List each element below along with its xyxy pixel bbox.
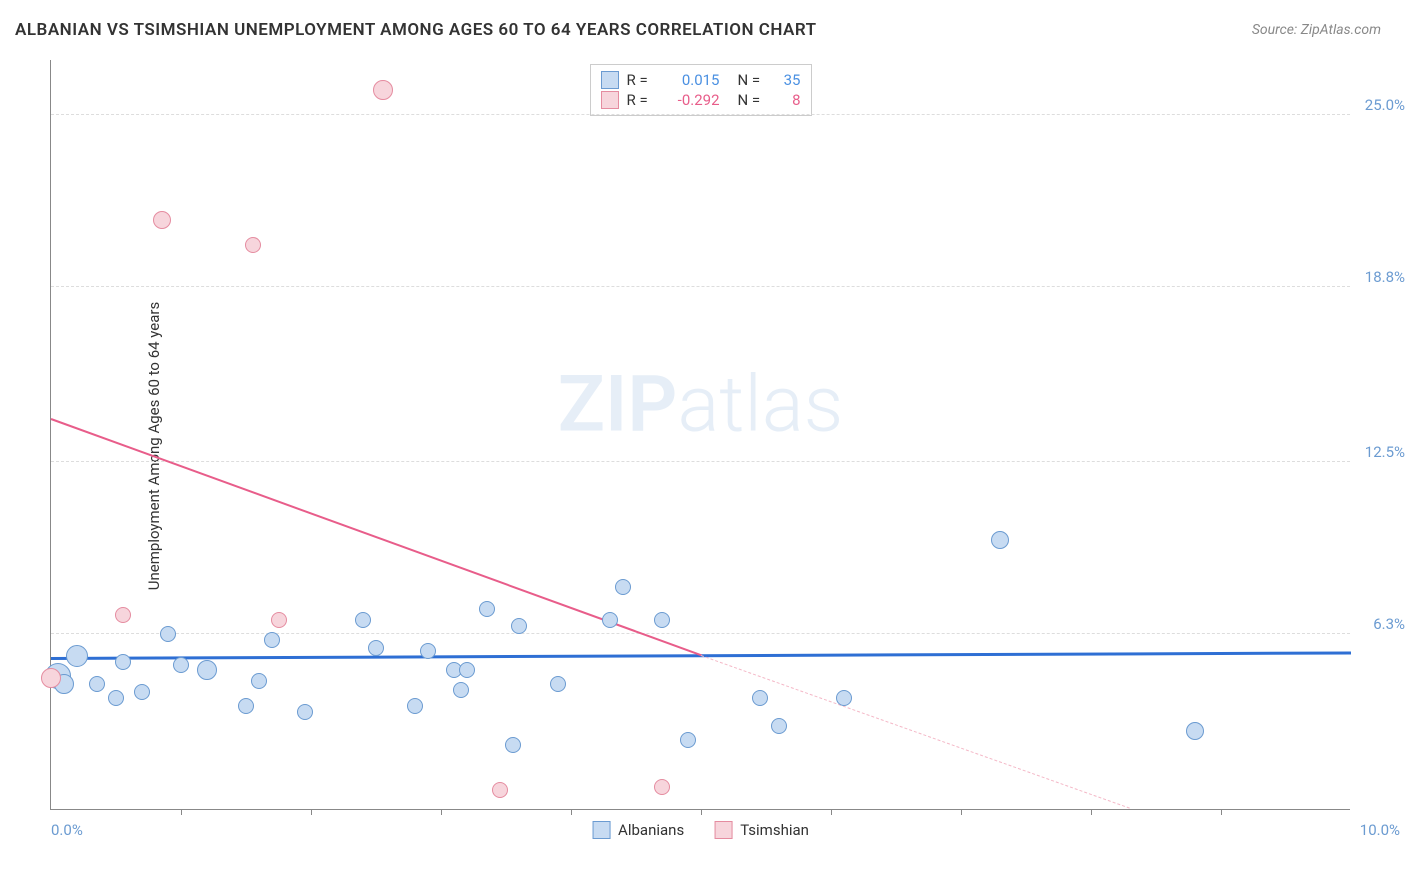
watermark: ZIPatlas bbox=[558, 359, 843, 450]
data-point bbox=[271, 612, 287, 628]
data-point bbox=[836, 690, 852, 706]
x-tick bbox=[1221, 809, 1222, 815]
swatch-albanians bbox=[601, 71, 619, 89]
data-point bbox=[492, 782, 508, 798]
chart-title: ALBANIAN VS TSIMSHIAN UNEMPLOYMENT AMONG… bbox=[15, 20, 817, 40]
data-point bbox=[420, 643, 436, 659]
data-point bbox=[238, 698, 254, 714]
gridline bbox=[51, 286, 1350, 287]
data-point bbox=[615, 579, 631, 595]
data-point bbox=[459, 662, 475, 678]
data-point bbox=[108, 690, 124, 706]
data-point bbox=[66, 645, 88, 667]
data-point bbox=[453, 682, 469, 698]
trendline bbox=[701, 655, 1130, 809]
data-point bbox=[245, 237, 261, 253]
data-point bbox=[550, 676, 566, 692]
data-point bbox=[479, 601, 495, 617]
data-point bbox=[368, 640, 384, 656]
legend-item-albanians: Albanians bbox=[592, 821, 684, 839]
x-tick bbox=[571, 809, 572, 815]
x-tick bbox=[701, 809, 702, 815]
data-point bbox=[173, 657, 189, 673]
swatch-tsimshian bbox=[601, 91, 619, 109]
gridline bbox=[51, 461, 1350, 462]
x-tick bbox=[1091, 809, 1092, 815]
data-point bbox=[41, 668, 61, 688]
x-tick-min: 0.0% bbox=[51, 821, 83, 839]
data-point bbox=[115, 654, 131, 670]
data-point bbox=[602, 612, 618, 628]
data-point bbox=[297, 704, 313, 720]
data-point bbox=[680, 732, 696, 748]
chart-source: Source: ZipAtlas.com bbox=[1252, 22, 1381, 38]
data-point bbox=[160, 626, 176, 642]
data-point bbox=[407, 698, 423, 714]
swatch-tsimshian-icon bbox=[714, 821, 732, 839]
data-point bbox=[771, 718, 787, 734]
data-point bbox=[115, 607, 131, 623]
legend-item-tsimshian: Tsimshian bbox=[714, 821, 809, 839]
gridline bbox=[51, 114, 1350, 115]
y-tick-label: 12.5% bbox=[1365, 443, 1405, 461]
data-point bbox=[355, 612, 371, 628]
data-point bbox=[373, 80, 393, 100]
legend-row-tsimshian: R = -0.292 N = 8 bbox=[601, 91, 801, 109]
swatch-albanians-icon bbox=[592, 821, 610, 839]
data-point bbox=[991, 531, 1009, 549]
y-tick-label: 18.8% bbox=[1365, 268, 1405, 286]
legend-correlation: R = 0.015 N = 35 R = -0.292 N = 8 bbox=[590, 64, 812, 116]
x-tick bbox=[311, 809, 312, 815]
legend-series: Albanians Tsimshian bbox=[592, 821, 809, 839]
data-point bbox=[89, 676, 105, 692]
x-tick bbox=[441, 809, 442, 815]
plot-area: ZIPatlas R = 0.015 N = 35 R = -0.292 N =… bbox=[50, 60, 1350, 810]
data-point bbox=[197, 660, 217, 680]
data-point bbox=[654, 779, 670, 795]
gridline bbox=[51, 633, 1350, 634]
data-point bbox=[505, 737, 521, 753]
data-point bbox=[1186, 722, 1204, 740]
correlation-chart: ALBANIAN VS TSIMSHIAN UNEMPLOYMENT AMONG… bbox=[0, 0, 1406, 892]
data-point bbox=[153, 211, 171, 229]
x-tick bbox=[961, 809, 962, 815]
data-point bbox=[752, 690, 768, 706]
data-point bbox=[251, 673, 267, 689]
x-tick-max: 10.0% bbox=[1360, 821, 1400, 839]
legend-row-albanians: R = 0.015 N = 35 bbox=[601, 71, 801, 89]
data-point bbox=[134, 684, 150, 700]
data-point bbox=[654, 612, 670, 628]
y-tick-label: 6.3% bbox=[1373, 615, 1405, 633]
x-tick bbox=[831, 809, 832, 815]
y-tick-label: 25.0% bbox=[1365, 96, 1405, 114]
data-point bbox=[264, 632, 280, 648]
x-tick bbox=[181, 809, 182, 815]
data-point bbox=[511, 618, 527, 634]
